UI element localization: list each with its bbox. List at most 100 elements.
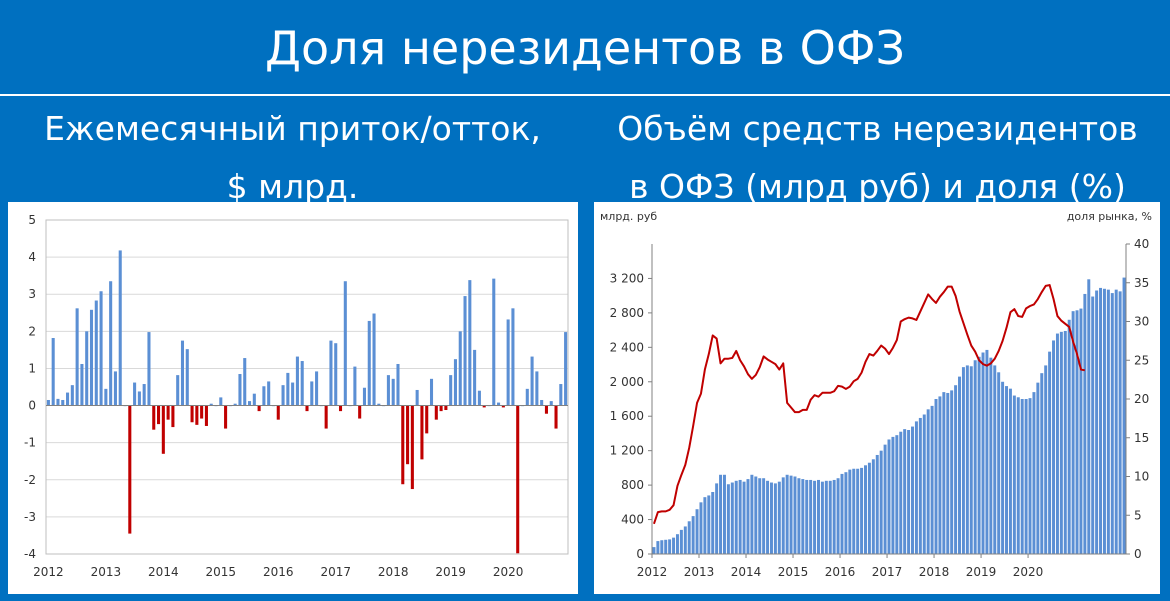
flow-bar bbox=[180, 340, 185, 406]
flow-bar bbox=[564, 332, 568, 406]
volume-bar bbox=[891, 436, 895, 554]
flow-bar bbox=[300, 361, 304, 406]
y2-tick-label: 10 bbox=[1134, 470, 1149, 484]
flow-bar bbox=[540, 399, 544, 406]
volume-bar bbox=[899, 431, 903, 554]
flow-bar bbox=[401, 405, 405, 485]
volume-bar bbox=[683, 526, 687, 554]
flow-bar bbox=[358, 405, 362, 419]
flow-bar bbox=[66, 392, 70, 406]
flow-bar bbox=[501, 405, 505, 408]
flow-bar bbox=[492, 278, 496, 406]
y-tick-label: -4 bbox=[24, 547, 36, 561]
x-tick-label: 2015 bbox=[778, 565, 809, 579]
volume-bar bbox=[942, 392, 946, 554]
flow-bar bbox=[94, 300, 98, 406]
flow-bar bbox=[429, 378, 434, 406]
right-chart-subtitle: Объём средств нерезидентов в ОФЗ (млрд р… bbox=[585, 100, 1170, 216]
y-tick-label: 0 bbox=[636, 547, 644, 561]
left-subtitle-line2: $ млрд. bbox=[226, 167, 359, 206]
x-tick-label: 2018 bbox=[919, 565, 950, 579]
volume-bar bbox=[934, 399, 938, 554]
volume-bar bbox=[699, 502, 703, 554]
flow-bar bbox=[535, 371, 539, 406]
y-tick-label: 1 bbox=[28, 361, 36, 375]
flow-bar bbox=[118, 250, 122, 406]
flow-bar bbox=[128, 405, 132, 534]
volume-bar bbox=[1122, 277, 1126, 554]
volume-bar bbox=[824, 480, 828, 554]
volume-bar bbox=[722, 474, 726, 554]
volume-bar bbox=[852, 468, 856, 554]
flow-bar bbox=[477, 390, 481, 406]
y-tick-label: 400 bbox=[621, 513, 644, 527]
flow-bar bbox=[224, 405, 228, 429]
flow-bar bbox=[157, 405, 161, 425]
flow-bar bbox=[113, 371, 117, 406]
flow-bar bbox=[137, 391, 141, 406]
flow-bar bbox=[75, 308, 79, 406]
volume-bar bbox=[844, 472, 848, 554]
flow-bar bbox=[276, 405, 280, 420]
volume-bar bbox=[887, 439, 891, 554]
y-axis-title: млрд. руб bbox=[600, 210, 657, 223]
x-tick-label: 2013 bbox=[91, 565, 122, 579]
flow-bar bbox=[99, 291, 103, 406]
flow-bar bbox=[525, 388, 529, 406]
flow-bar bbox=[286, 372, 290, 406]
left-subtitle-line1: Ежемесячный приток/отток, bbox=[44, 109, 541, 148]
flow-bar bbox=[80, 363, 84, 406]
flow-bar bbox=[109, 281, 113, 406]
y2-tick-label: 25 bbox=[1134, 353, 1149, 367]
y2-axis-title: доля рынка, % bbox=[1067, 210, 1152, 223]
flow-bar bbox=[338, 405, 343, 412]
flow-bar bbox=[458, 331, 462, 406]
volume-bar bbox=[656, 541, 660, 554]
volume-bar bbox=[879, 450, 883, 554]
flow-bar bbox=[209, 403, 213, 406]
y-tick-label: 5 bbox=[28, 213, 36, 227]
flow-bar bbox=[386, 375, 390, 406]
y-tick-label: 4 bbox=[28, 250, 36, 264]
flow-bar bbox=[243, 358, 247, 406]
volume-bar bbox=[1028, 398, 1032, 554]
flow-bar bbox=[420, 405, 424, 460]
volume-bar bbox=[1059, 331, 1063, 554]
plot-border bbox=[45, 219, 569, 555]
volume-bar bbox=[832, 479, 836, 554]
flow-bar bbox=[415, 389, 419, 406]
volume-bar bbox=[926, 409, 930, 554]
flow-bar bbox=[410, 405, 414, 490]
y-tick-label: 800 bbox=[621, 478, 644, 492]
volume-bar bbox=[993, 365, 997, 554]
volume-bar bbox=[871, 459, 875, 554]
y2-tick-label: 0 bbox=[1134, 547, 1142, 561]
volume-bar bbox=[918, 417, 922, 554]
volume-bar bbox=[961, 367, 965, 554]
volume-bar bbox=[946, 392, 950, 554]
x-tick-label: 2015 bbox=[206, 565, 237, 579]
volume-bar bbox=[1052, 340, 1056, 554]
flows-bar-chart: 5 4 3 2 1 0 -1 -2 -3 -4 2012 2013 2014 2015 2016 2017 20… bbox=[24, 213, 569, 579]
flow-bar bbox=[295, 356, 299, 406]
flow-bar bbox=[238, 374, 242, 406]
y-tick-label: 3 200 bbox=[610, 271, 644, 285]
flow-bar bbox=[267, 381, 271, 406]
flow-bar bbox=[46, 399, 50, 406]
volume-bar bbox=[809, 479, 813, 554]
flow-bar bbox=[190, 405, 194, 423]
flow-bar bbox=[70, 385, 74, 406]
volume-bar bbox=[867, 462, 871, 554]
y-tick-label: 2 400 bbox=[610, 340, 644, 354]
holdings-chart-panel: млрд. руб доля рынка, % 3 200 2 800 2 400 2 0… bbox=[594, 202, 1160, 594]
share-line bbox=[653, 284, 1086, 525]
left-chart-subtitle: Ежемесячный приток/отток, $ млрд. bbox=[0, 100, 585, 216]
flow-bar bbox=[425, 405, 429, 434]
volume-bar bbox=[738, 479, 742, 554]
volume-bar bbox=[695, 509, 699, 554]
flow-bar bbox=[252, 393, 256, 406]
volume-bar bbox=[1032, 392, 1036, 554]
flow-bar bbox=[176, 375, 180, 406]
x-tick-label: 2014 bbox=[731, 565, 762, 579]
x-tick-label: 2018 bbox=[378, 565, 409, 579]
